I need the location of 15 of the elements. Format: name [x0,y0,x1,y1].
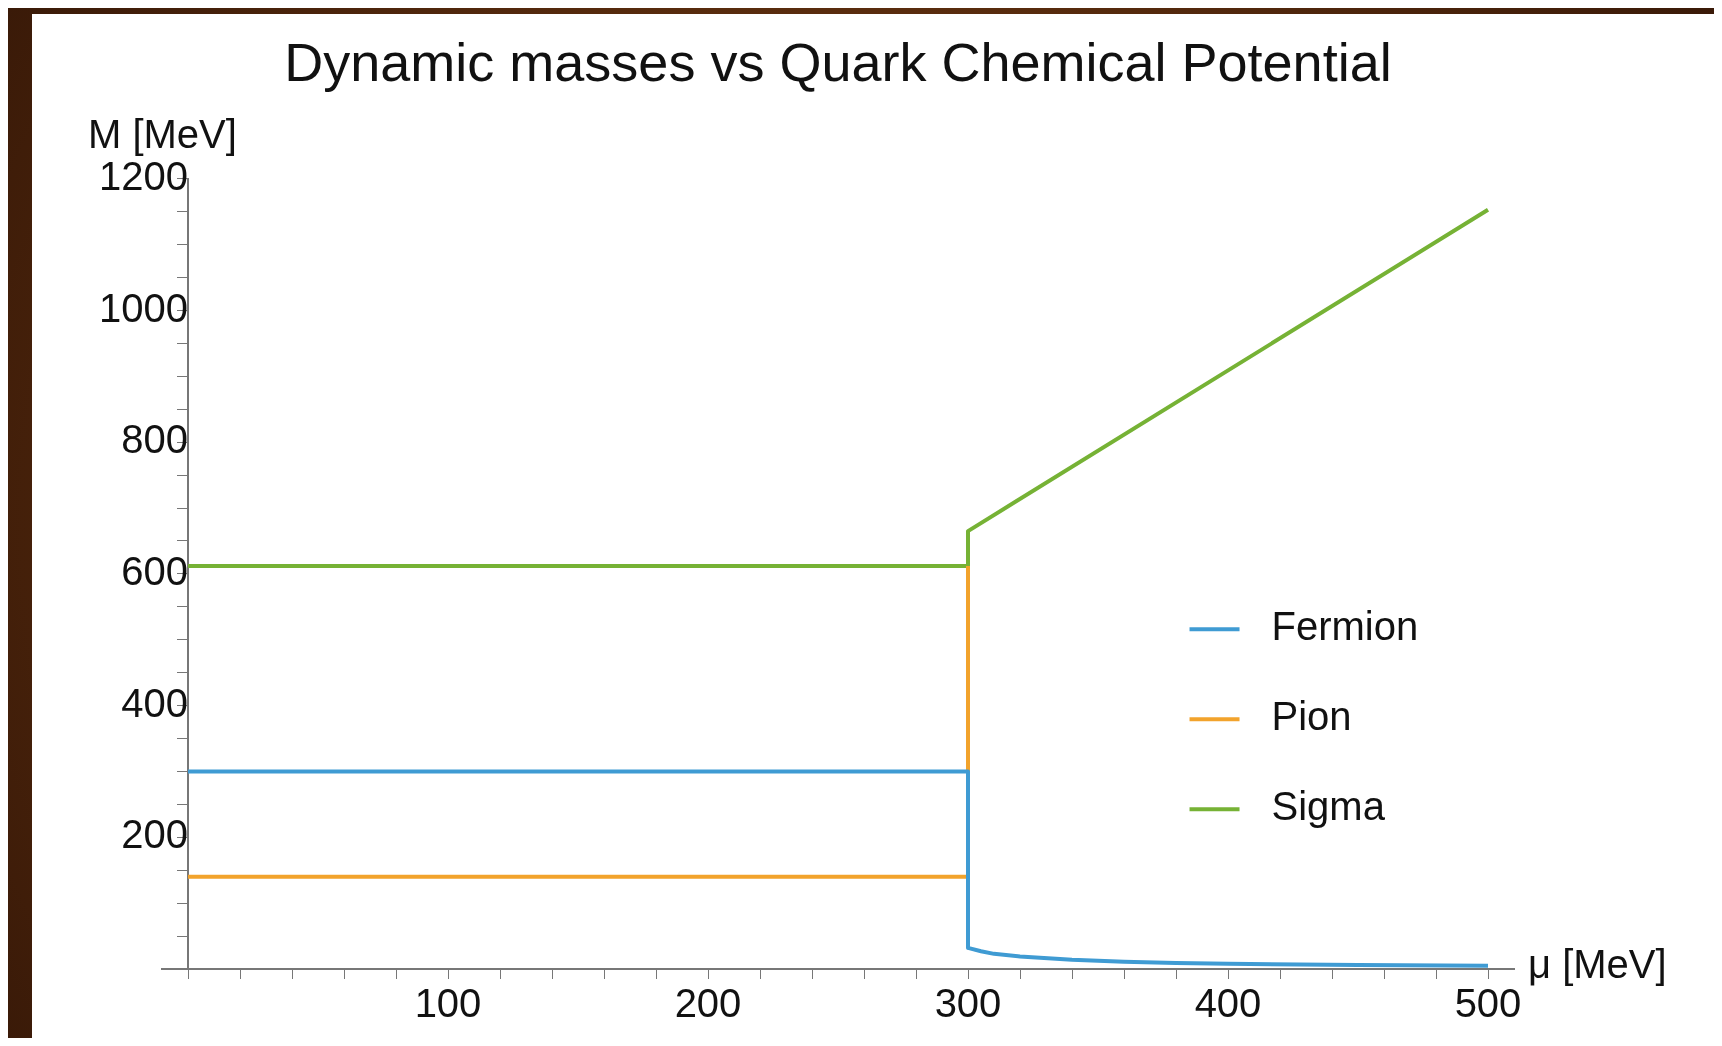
y-tick-label: 1000 [99,285,188,330]
x-tick-label: 100 [414,981,482,1026]
legend-label: Sigma [1271,784,1386,829]
x-tick-label: 500 [1454,981,1522,1026]
legend-label: Fermion [1271,604,1419,649]
x-tick-label: 300 [934,981,1002,1026]
y-tick-label: 600 [121,548,188,593]
y-tick-label: 400 [121,680,188,725]
y-tick-label: 200 [121,812,188,857]
x-axis-title: μ [MeV] [1528,942,1667,987]
x-tick-label: 200 [674,981,742,1026]
chart-title: Dynamic masses vs Quark Chemical Potential [284,32,1392,93]
x-tick-label: 400 [1194,981,1262,1026]
y-tick-label: 800 [121,417,188,462]
legend-label: Pion [1271,694,1352,739]
